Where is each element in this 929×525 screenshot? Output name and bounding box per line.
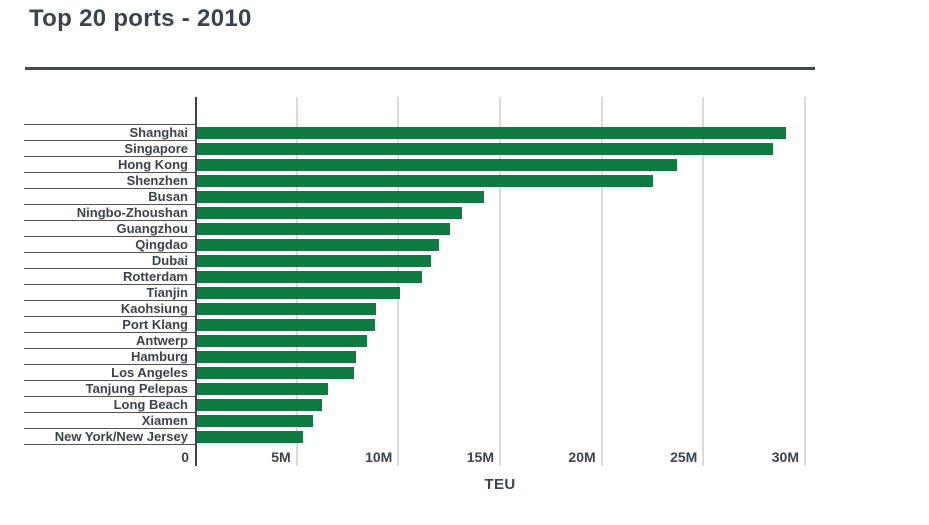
x-tick-label: 30M xyxy=(771,449,799,465)
y-axis-label: Xiamen xyxy=(24,412,195,428)
gridline xyxy=(600,97,603,466)
y-axis-label: Rotterdam xyxy=(24,268,195,284)
bar xyxy=(197,399,322,411)
y-axis-label: Singapore xyxy=(24,140,195,156)
y-axis-label: Hong Kong xyxy=(24,156,195,172)
gridline xyxy=(499,97,501,466)
bar xyxy=(197,127,786,139)
title-divider xyxy=(25,67,815,70)
y-axis-label: Antwerp xyxy=(24,332,195,348)
y-axis-label: Shanghai xyxy=(24,124,195,140)
x-tick-label: 10M xyxy=(365,449,393,465)
y-axis-label: Long Beach xyxy=(24,396,195,412)
bar xyxy=(197,143,773,155)
y-axis-label: Hamburg xyxy=(24,348,195,364)
bar xyxy=(197,223,450,235)
y-axis-label: Guangzhou xyxy=(24,220,195,236)
x-tick-label: 20M xyxy=(568,449,596,465)
bar xyxy=(197,159,677,171)
bar xyxy=(197,239,439,251)
bar xyxy=(197,255,431,267)
bar xyxy=(197,383,328,395)
bar xyxy=(197,271,422,283)
gridline xyxy=(702,97,705,466)
bar xyxy=(197,319,375,331)
y-axis-label: Ningbo-Zhoushan xyxy=(24,204,195,220)
bar xyxy=(197,367,354,379)
gridline xyxy=(804,97,806,466)
y-axis-label: Shenzhen xyxy=(24,172,195,188)
y-axis-label: Los Angeles xyxy=(24,364,195,380)
plot-area xyxy=(195,97,875,466)
bar xyxy=(197,431,303,443)
y-axis-label: Kaohsiung xyxy=(24,300,195,316)
x-tick-label: 5M xyxy=(271,449,291,465)
y-axis-line xyxy=(195,97,197,466)
y-axis-label: Tanjung Pelepas xyxy=(24,380,195,396)
y-axis-label: Dubai xyxy=(24,252,195,268)
bar xyxy=(197,287,400,299)
bar xyxy=(197,191,484,203)
x-axis-ticks: 0 5M 10M 15M 20M 25M 30M xyxy=(181,449,875,465)
x-axis-title: TEU xyxy=(484,476,516,493)
bar xyxy=(197,415,313,427)
x-tick-label: 15M xyxy=(466,449,494,465)
bar xyxy=(197,207,462,219)
bar xyxy=(197,175,653,187)
y-axis-label: Busan xyxy=(24,188,195,204)
bar xyxy=(197,303,376,315)
y-axis-labels: Shanghai Singapore Hong Kong Shenzhen Busan N… xyxy=(24,124,195,445)
x-tick-label: 25M xyxy=(670,449,698,465)
page-title: Top 20 ports - 2010 xyxy=(29,5,252,32)
y-axis-label: New York/New Jersey xyxy=(24,428,195,444)
y-axis-label: Tianjin xyxy=(24,284,195,300)
bar xyxy=(197,335,367,347)
bar xyxy=(197,351,356,363)
y-axis-label: Qingdao xyxy=(24,236,195,252)
x-tick-label: 0 xyxy=(181,449,189,465)
y-axis-label: Port Klang xyxy=(24,316,195,332)
